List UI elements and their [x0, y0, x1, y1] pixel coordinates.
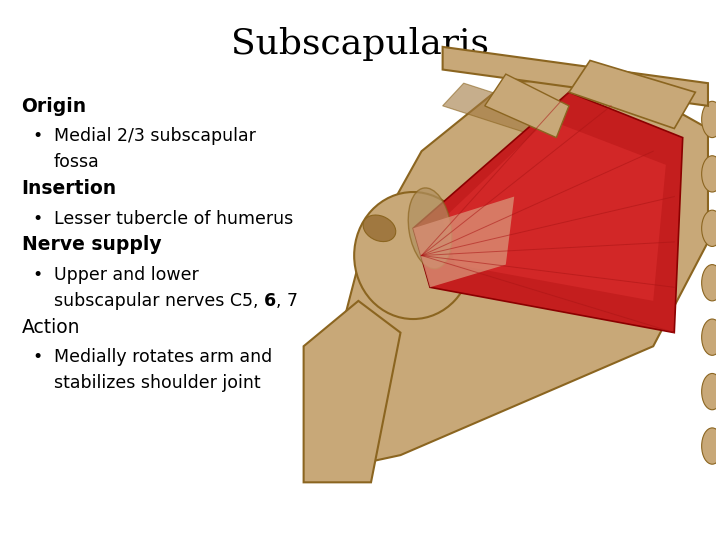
- Polygon shape: [329, 74, 708, 469]
- Polygon shape: [304, 301, 400, 482]
- Text: stabilizes shoulder joint: stabilizes shoulder joint: [54, 374, 261, 391]
- Polygon shape: [413, 197, 514, 287]
- Text: Upper and lower: Upper and lower: [54, 266, 199, 284]
- Ellipse shape: [702, 156, 720, 192]
- Ellipse shape: [702, 265, 720, 301]
- Text: •: •: [32, 348, 42, 366]
- Ellipse shape: [363, 215, 396, 241]
- Text: Nerve supply: Nerve supply: [22, 235, 161, 254]
- Ellipse shape: [702, 319, 720, 355]
- Text: , 7: , 7: [276, 292, 298, 309]
- Text: Lesser tubercle of humerus: Lesser tubercle of humerus: [54, 210, 293, 227]
- Text: Insertion: Insertion: [22, 179, 117, 198]
- Text: •: •: [32, 127, 42, 145]
- Text: Medial 2/3 subscapular: Medial 2/3 subscapular: [54, 127, 256, 145]
- Text: Medially rotates arm and: Medially rotates arm and: [54, 348, 272, 366]
- Text: Origin: Origin: [22, 97, 86, 116]
- Polygon shape: [443, 47, 708, 106]
- Ellipse shape: [408, 188, 451, 269]
- Polygon shape: [485, 74, 569, 138]
- Text: Action: Action: [22, 318, 80, 336]
- Text: •: •: [32, 210, 42, 227]
- Text: •: •: [32, 266, 42, 284]
- Ellipse shape: [702, 210, 720, 246]
- Polygon shape: [443, 83, 674, 174]
- Ellipse shape: [702, 428, 720, 464]
- Text: 6: 6: [264, 292, 276, 309]
- Text: Subscapularis: Subscapularis: [231, 27, 489, 61]
- Text: subscapular nerves C5,: subscapular nerves C5,: [54, 292, 264, 309]
- Polygon shape: [569, 60, 696, 129]
- Ellipse shape: [702, 102, 720, 138]
- Polygon shape: [443, 119, 666, 301]
- Text: fossa: fossa: [54, 153, 100, 171]
- Circle shape: [354, 192, 472, 319]
- Ellipse shape: [702, 374, 720, 410]
- Polygon shape: [413, 92, 683, 333]
